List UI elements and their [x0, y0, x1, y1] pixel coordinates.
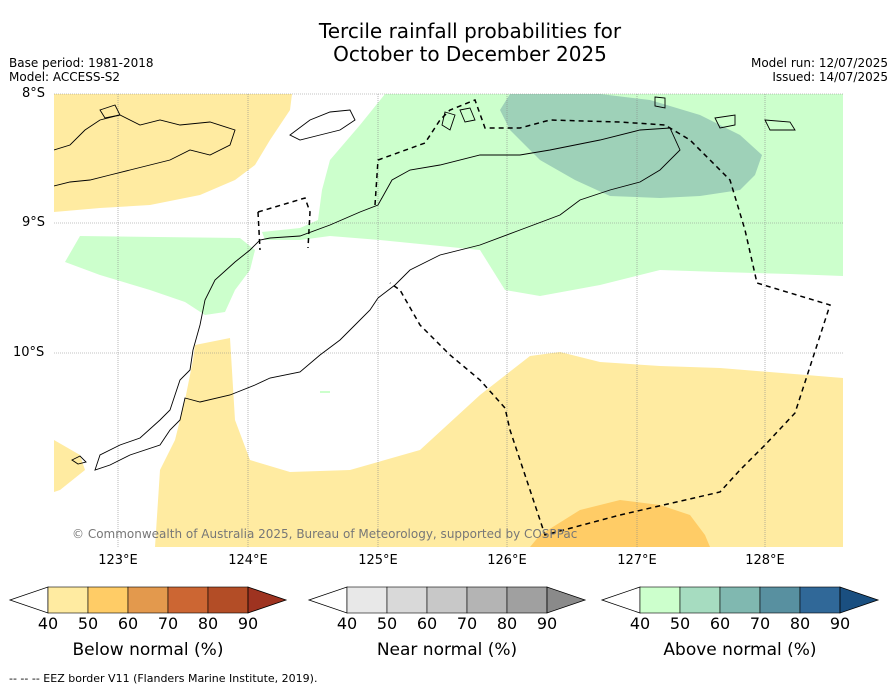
colorbar-extend-high	[247, 586, 288, 614]
colorbar-tick-label: 80	[197, 614, 219, 633]
meta-left: Base period: 1981-2018 Model: ACCESS-S2	[9, 56, 154, 84]
colorbar-tick-label: 80	[789, 614, 811, 633]
copyright-text: © Commonwealth of Australia 2025, Bureau…	[72, 527, 578, 541]
colorbar-tick-label: 70	[456, 614, 478, 633]
timor-coastline-north	[192, 127, 681, 351]
colorbar-segment	[719, 586, 761, 614]
timor-coastline-south	[94, 297, 379, 471]
colorbar-tick-label: 50	[669, 614, 691, 633]
north-small-island	[459, 107, 476, 123]
colorbar-label-below: Below normal (%)	[72, 640, 224, 660]
colorbar-above-normal	[600, 586, 880, 614]
lat-label-9s: 9°S	[22, 215, 46, 230]
model-text: Model: ACCESS-S2	[9, 70, 121, 84]
above-40-small-patch	[320, 391, 330, 393]
colorbar-tick-label: 90	[237, 614, 259, 633]
below-40-north-region	[54, 94, 292, 212]
colorbar-extend-high	[839, 586, 880, 614]
colorbar-segment	[127, 586, 169, 614]
issued-text: Issued: 14/07/2025	[772, 70, 888, 84]
lon-label-125e: 125°E	[358, 553, 398, 568]
colorbar-tick-label: 90	[536, 614, 558, 633]
east-island-2	[714, 114, 736, 129]
lon-label-123e: 123°E	[98, 553, 138, 568]
colorbar-near-normal	[307, 586, 587, 614]
colorbar-extend-low	[600, 586, 641, 614]
north-small-island-2	[441, 111, 456, 131]
colorbar-segment	[167, 586, 209, 614]
colorbar-tick-label: 60	[709, 614, 731, 633]
colorbar-segment	[506, 586, 548, 614]
meta-right: Model run: 12/07/2025 Issued: 14/07/2025	[751, 56, 888, 84]
colorbar-tick-label: 50	[77, 614, 99, 633]
probability-shading	[54, 94, 843, 547]
map-title: Tercile rainfall probabilities for Octob…	[0, 20, 896, 66]
colorbar-segment	[87, 586, 129, 614]
colorbar-tick-label: 80	[496, 614, 518, 633]
colorbar-tick-label: 60	[416, 614, 438, 633]
colorbar-tick-label: 90	[829, 614, 851, 633]
lon-label-128e: 128°E	[745, 553, 785, 568]
rote-island	[71, 455, 87, 465]
base-period-text: Base period: 1981-2018	[9, 56, 154, 70]
colorbar-extend-high	[546, 586, 587, 614]
coastlines	[54, 96, 796, 471]
gridlines	[54, 93, 843, 547]
colorbar-segment	[466, 586, 508, 614]
colorbar-tick-label: 40	[37, 614, 59, 633]
colorbar-segment	[679, 586, 721, 614]
lat-label-8s: 8°S	[22, 86, 46, 101]
eez-border	[257, 99, 831, 536]
colorbar-segment	[759, 586, 801, 614]
colorbar-label-near: Near normal (%)	[376, 640, 518, 660]
east-island-1	[654, 96, 666, 109]
model-run-text: Model run: 12/07/2025	[750, 56, 888, 70]
colorbar-tick-label: 50	[376, 614, 398, 633]
footer-eez-note: -- -- -- EEZ border V11 (Flanders Marine…	[9, 672, 318, 685]
colorbar-tick-label: 60	[117, 614, 139, 633]
colorbar-segment	[799, 586, 841, 614]
colorbar-segment	[386, 586, 428, 614]
north-coast-islands	[54, 114, 236, 187]
colorbar-extend-low	[8, 586, 49, 614]
east-island-3	[764, 119, 796, 131]
north-coast-islands-2	[99, 104, 121, 119]
colorbar-tick-label: 40	[336, 614, 358, 633]
colorbar-segment	[346, 586, 388, 614]
above-40-west-region	[65, 236, 255, 315]
wetar-coast	[289, 109, 356, 141]
colorbar-segment	[47, 586, 89, 614]
colorbar-label-above: Above normal (%)	[663, 640, 817, 660]
colorbar-tick-label: 70	[749, 614, 771, 633]
colorbar-segment	[207, 586, 249, 614]
below-40-south-region	[54, 440, 85, 492]
colorbar-below-normal	[8, 586, 288, 614]
colorbar-extend-low	[307, 586, 348, 614]
colorbar-tick-label: 70	[157, 614, 179, 633]
title-line-2: October to December 2025	[333, 42, 607, 66]
lon-label-126e: 126°E	[487, 553, 527, 568]
lon-label-124e: 124°E	[228, 553, 268, 568]
lat-label-10s: 10°S	[13, 345, 45, 360]
title-line-1: Tercile rainfall probabilities for	[318, 19, 622, 43]
colorbars	[8, 586, 880, 614]
colorbar-tick-label: 40	[629, 614, 651, 633]
colorbar-segment	[426, 586, 468, 614]
below-50-south-region	[530, 500, 710, 547]
lon-label-127e: 127°E	[617, 553, 657, 568]
below-40-south-main	[155, 338, 843, 547]
colorbar-segment	[639, 586, 681, 614]
